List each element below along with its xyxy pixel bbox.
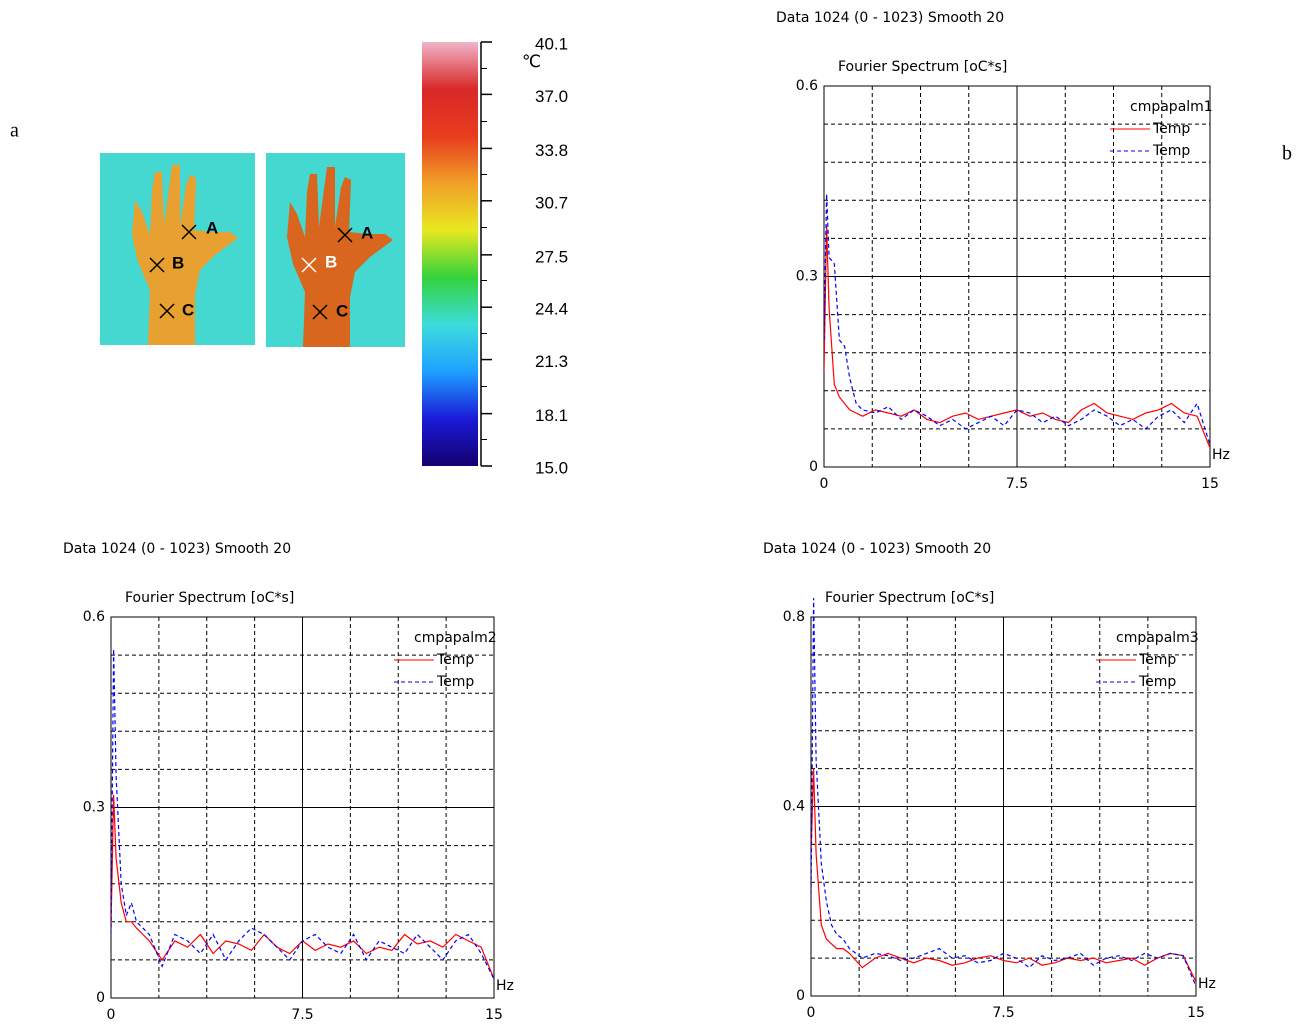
x-tick-label: 15 (1187, 1005, 1205, 1021)
legend-label: Temp (1152, 121, 1190, 137)
chart-title: Fourier Spectrum [oC*s] (125, 590, 294, 606)
series-line (824, 225, 1210, 449)
x-tick-label: 0 (107, 1007, 116, 1023)
legend-title: cmpapalm1 (1130, 99, 1213, 115)
legend-title: cmpapalm2 (414, 630, 497, 646)
marker-label: A (361, 223, 373, 242)
colorbar-tick-label: 15.0 (535, 458, 568, 477)
x-tick-label: 15 (485, 1007, 503, 1023)
colorbar-tick-label: 27.5 (535, 247, 568, 266)
series-line (811, 598, 1196, 987)
colorbar-tick-label: 33.8 (535, 141, 568, 160)
y-tick-label: 0.4 (783, 799, 805, 815)
plot-frame (110, 616, 495, 999)
chart-header: Data 1024 (0 - 1023) Smooth 20 (63, 541, 291, 557)
panel-label: a (10, 120, 19, 142)
colorbar (422, 42, 478, 466)
y-tick-label: 0 (809, 459, 818, 475)
colorbar-tick-label: 21.3 (535, 352, 568, 371)
colorbar-tick-label: 37.0 (535, 87, 568, 106)
chart-header: Data 1024 (0 - 1023) Smooth 20 (776, 10, 1004, 26)
marker-label: A (206, 218, 218, 237)
x-tick-label: 15 (1201, 476, 1219, 492)
plot-frame (823, 85, 1211, 468)
x-tick-label: 7.5 (291, 1007, 313, 1023)
colorbar-unit: ℃ (522, 52, 541, 72)
colorbar-tick-label: 24.4 (535, 300, 568, 319)
y-tick-label: 0 (796, 988, 805, 1004)
legend-label: Temp (1152, 143, 1190, 159)
marker-label: B (325, 252, 337, 271)
legend-label: Temp (1138, 652, 1176, 668)
chart-header: Data 1024 (0 - 1023) Smooth 20 (763, 541, 991, 557)
legend-label: Temp (436, 652, 474, 668)
y-tick-label: 0.3 (83, 800, 105, 816)
x-tick-label: 0 (820, 476, 829, 492)
series-line (824, 193, 1210, 445)
chart-title: Fourier Spectrum [oC*s] (838, 59, 1007, 75)
colorbar-tick-label: 18.1 (535, 406, 568, 425)
legend-label: Temp (436, 674, 474, 690)
markers (149, 224, 353, 320)
x-axis-label: Hz (1198, 976, 1216, 992)
y-tick-label: 0.6 (83, 609, 105, 625)
y-tick-label: 0 (96, 990, 105, 1006)
x-tick-label: 7.5 (992, 1005, 1014, 1021)
x-tick-label: 7.5 (1006, 476, 1028, 492)
series-line (811, 768, 1196, 983)
colorbar-tick-label: 30.7 (535, 193, 568, 212)
y-tick-label: 0.3 (796, 269, 818, 285)
plot-frame (810, 616, 1197, 997)
x-tick-label: 0 (807, 1005, 816, 1021)
x-axis-label: Hz (496, 978, 514, 994)
colorbar-tick-label: 40.1 (535, 34, 568, 53)
marker-label: C (336, 301, 348, 320)
legend-label: Temp (1138, 674, 1176, 690)
chart-title: Fourier Spectrum [oC*s] (825, 590, 994, 606)
marker-label: C (182, 300, 194, 319)
marker-label: B (172, 253, 184, 272)
y-tick-label: 0.8 (783, 609, 805, 625)
panel-label: b (1282, 143, 1292, 165)
legend-title: cmpapalm3 (1116, 630, 1199, 646)
x-axis-label: Hz (1212, 447, 1230, 463)
y-tick-label: 0.6 (796, 78, 818, 94)
series-line (111, 648, 494, 980)
